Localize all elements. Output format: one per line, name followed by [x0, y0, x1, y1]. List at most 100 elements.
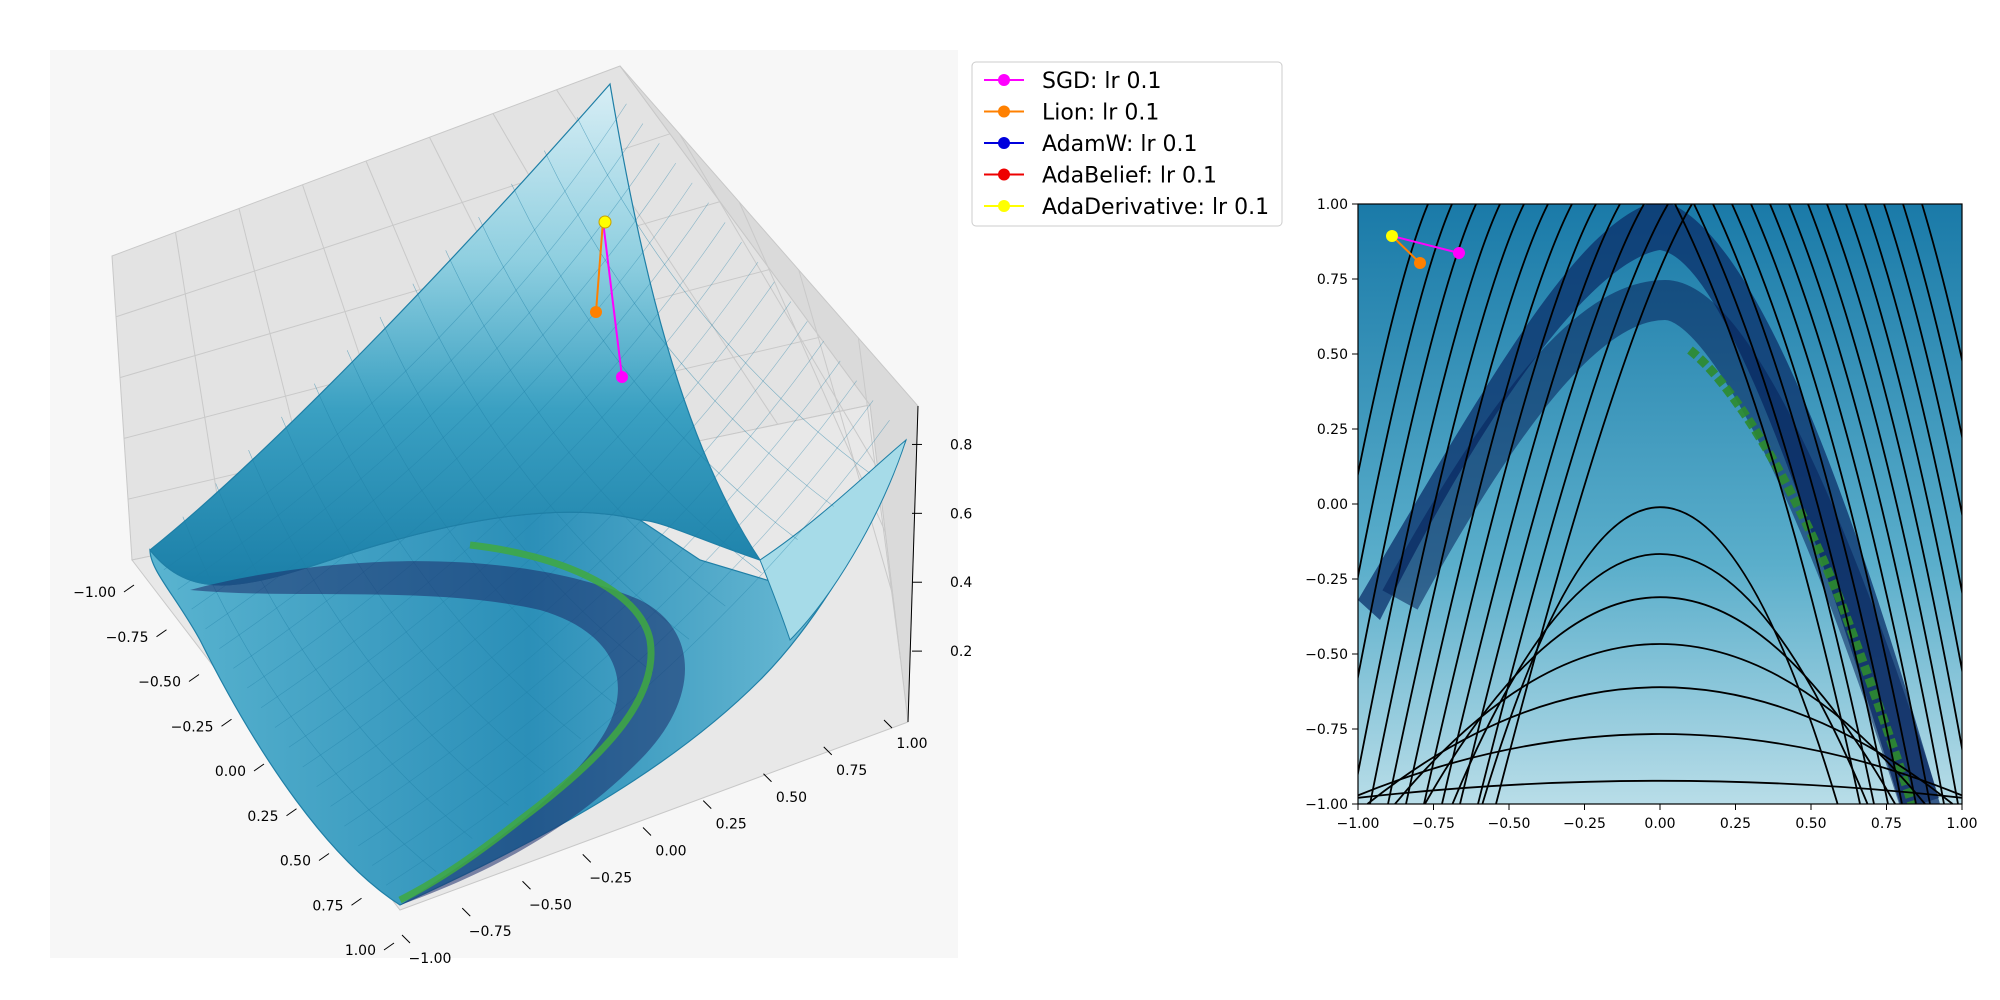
- legend-marker: [998, 105, 1010, 118]
- y-tick-label-3d: 1.00: [896, 736, 927, 752]
- x-tick-mark-3d: [156, 629, 167, 638]
- legend-label: AdaDerivative: lr 0.1: [1042, 195, 1269, 220]
- x-tick-label-3d: −1.00: [73, 585, 116, 601]
- contour-line: [1902, 204, 1962, 441]
- mesh-line: [445, 250, 726, 607]
- contour-line: [1731, 204, 1903, 804]
- sgd-path-2d: [1391, 235, 1460, 254]
- x-tick-mark-3d: [123, 584, 135, 593]
- mesh-line: [346, 350, 618, 706]
- gridline-back-left: [175, 232, 225, 541]
- z-tick-label-3d: 0.2: [950, 644, 972, 660]
- contour-line: [1769, 204, 1931, 804]
- y-tick-mark-3d: [582, 854, 592, 863]
- mesh-line: [288, 281, 775, 748]
- legend-label: AdamW: lr 0.1: [1042, 132, 1198, 157]
- legend-marker: [998, 137, 1010, 149]
- contour-line: [1423, 204, 1597, 804]
- mesh-line: [478, 217, 762, 574]
- contour-line: [1750, 204, 1917, 804]
- x-tick-label-2d: −0.25: [1563, 816, 1606, 832]
- contour-line: [1495, 204, 1693, 804]
- x-tick-label-2d: −1.00: [1337, 816, 1380, 832]
- x-tick-label-2d: −0.75: [1412, 816, 1455, 832]
- contour-line: [1451, 553, 1869, 804]
- y-tick-label-3d: −1.00: [409, 951, 452, 967]
- contour-line: [1358, 204, 1501, 778]
- contour-line: [1358, 204, 1429, 479]
- mesh-line: [302, 301, 792, 768]
- y-tick-label-2d: 0.75: [1317, 272, 1348, 288]
- x-axis-ticks-2d: −1.00 −0.75 −0.50 −0.25 0.00 0.25 0.50 0.75 1.00: [1337, 804, 1978, 832]
- z-tick-label-3d: 0.8: [950, 437, 972, 453]
- mesh-line: [576, 117, 871, 474]
- mesh-line: [177, 123, 644, 590]
- contour-line: [1387, 204, 1549, 804]
- y-tick-mark-3d: [763, 773, 772, 783]
- legend-label: AdaBelief: lr 0.1: [1042, 164, 1217, 189]
- lion-point-2d: [1414, 257, 1426, 269]
- contour-line: [1845, 204, 1962, 675]
- y-axis-ticks-3d: −1.00 −0.75 −0.50 −0.25 0.00 0.25 0.50 0.75 1.00: [401, 719, 928, 967]
- x-tick-label-2d: 0.00: [1644, 816, 1675, 832]
- contour-line: [1405, 204, 1573, 804]
- x-tick-mark-3d: [253, 763, 265, 772]
- y-axis-ticks-2d: 1.00 0.75 0.50 0.25 0.00 −0.25 −0.50 −0.75 −1.00: [1305, 197, 1358, 813]
- y-tick-mark-3d: [461, 907, 471, 917]
- start-point-3d: [598, 215, 612, 229]
- contour-line: [1459, 204, 1645, 804]
- mesh-line: [248, 450, 509, 806]
- lion-point-3d: [590, 306, 602, 318]
- y-tick-label-2d: 0.50: [1317, 347, 1348, 363]
- legend-box: [971, 61, 1283, 227]
- x-tick-label-3d: −0.50: [138, 675, 181, 691]
- legend: SGD: lr 0.1 Lion: lr 0.1 AdamW: lr 0.1 AdaB…: [971, 61, 1283, 227]
- heatmap-valley-core: [1382, 279, 1940, 804]
- z-axis-ticks-3d: 0.2 0.4 0.6 0.8: [907, 405, 972, 723]
- lion-path-2d: [1391, 235, 1421, 264]
- surface-mesh: [149, 82, 908, 906]
- x-tick-label-3d: 0.75: [312, 898, 343, 914]
- contour-line: [1358, 733, 1962, 797]
- sgd-path-3d: [602, 220, 623, 378]
- contour-line: [1358, 204, 1453, 582]
- contour-line: [1807, 204, 1959, 804]
- mesh-line: [247, 222, 726, 689]
- x-tick-mark-3d: [221, 718, 232, 727]
- x-tick-label-3d: −0.75: [106, 630, 149, 646]
- y-tick-label-3d: 0.25: [716, 817, 747, 833]
- mesh-line: [544, 150, 834, 507]
- surface-3d-panel: −1.00 −0.75 −0.50 −0.25 0.00 0.25 0.50 0.75 1.00…: [50, 50, 972, 967]
- heatmap-panel: −1.00 −0.75 −0.50 −0.25 0.00 0.25 0.50 0.75 1.00…: [1305, 197, 1978, 832]
- y-tick-mark-3d: [702, 800, 712, 809]
- mesh-line: [205, 162, 677, 630]
- x-tick-label-2d: 0.25: [1720, 816, 1751, 832]
- y-tick-label-2d: 0.00: [1317, 497, 1348, 513]
- legend-marker: [998, 200, 1010, 212]
- contour-line: [1477, 204, 1669, 804]
- contour-line: [1883, 204, 1962, 519]
- lion-path-3d: [595, 220, 604, 313]
- y-tick-mark-3d: [522, 880, 531, 890]
- contour-line: [1712, 204, 1889, 804]
- contour-line: [1424, 596, 1896, 804]
- mesh-line: [511, 183, 798, 540]
- legend-marker: [998, 74, 1010, 86]
- y-tick-label-3d: −0.25: [589, 870, 632, 886]
- mesh-line: [274, 261, 759, 728]
- z-tick-label-3d: 0.4: [950, 575, 972, 591]
- x-tick-mark-3d: [318, 853, 330, 861]
- x-tick-label-3d: 1.00: [345, 943, 376, 959]
- valley-band: [190, 561, 685, 905]
- z-axis-line: [907, 405, 919, 723]
- y-tick-label-2d: −0.50: [1305, 647, 1348, 663]
- x-axis-ticks-3d: −1.00 −0.75 −0.50 −0.25 0.00 0.25 0.50 0.75 1.00: [73, 584, 395, 959]
- mesh-line: [233, 202, 709, 669]
- contour-line: [1394, 643, 1926, 804]
- contour-line: [1693, 204, 1875, 804]
- mesh-line: [163, 103, 627, 570]
- contour-line: [1921, 204, 1962, 364]
- start-point-2d: [1386, 230, 1398, 242]
- contour-line: [1369, 204, 1525, 804]
